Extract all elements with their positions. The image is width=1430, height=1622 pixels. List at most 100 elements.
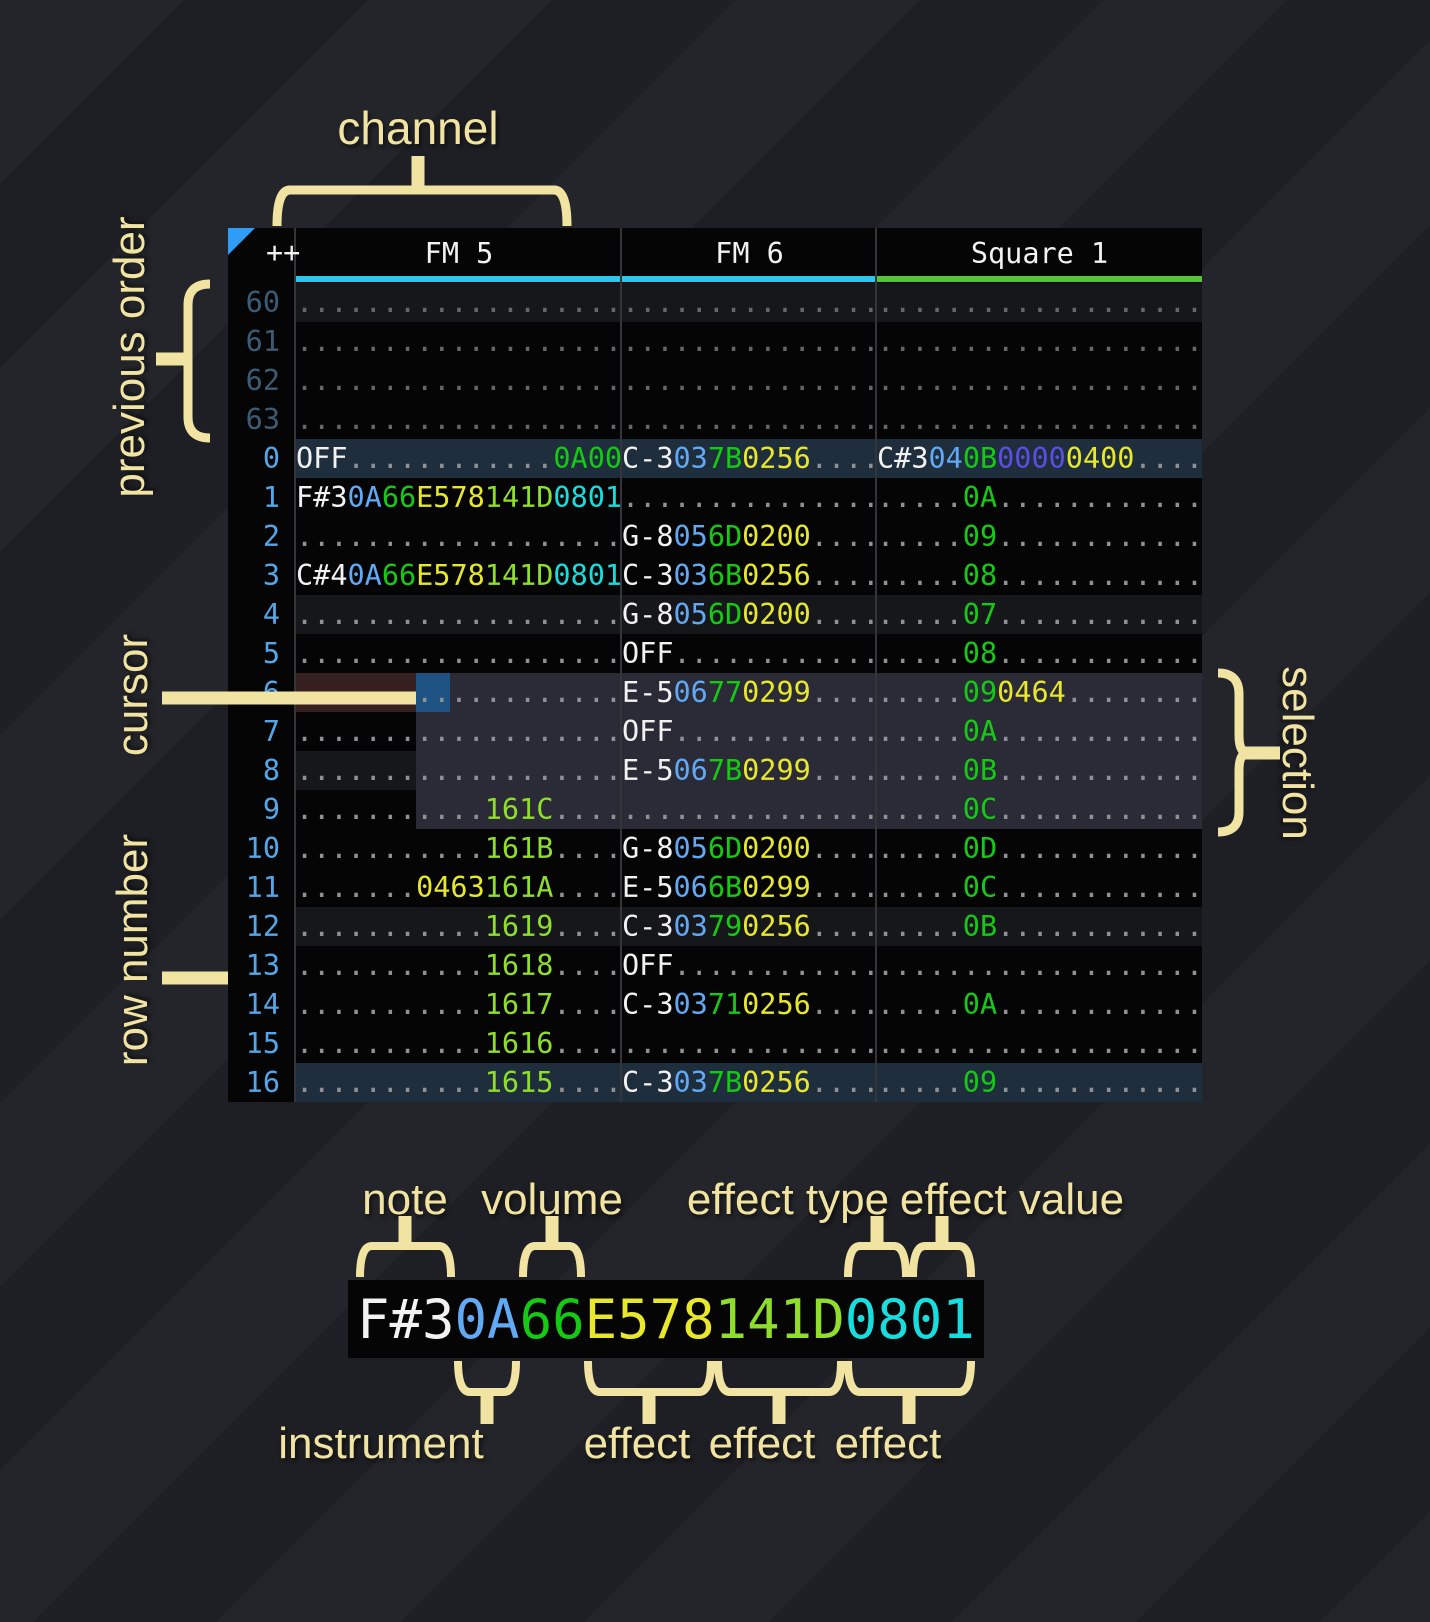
pattern-cell-fm5[interactable]: ...........1618.... xyxy=(296,946,622,985)
pattern-cell-fm5[interactable]: ................... xyxy=(296,634,622,673)
pattern-cell-fm6[interactable]: C-3037B0256.... xyxy=(622,439,879,478)
pattern-cell-fm5[interactable]: ...........1619.... xyxy=(296,907,622,946)
pattern-cell-fm5[interactable]: C#40A66E578141D0801 xyxy=(296,556,622,595)
pattern-cell-sq1[interactable]: .....0A............ xyxy=(877,712,1203,751)
pattern-row[interactable]: 3 C#40A66E578141D0801 C-3036B0256.........… xyxy=(228,556,1203,595)
pattern-cell-fm5[interactable]: ................... xyxy=(296,595,622,634)
pattern-cell-sq1[interactable]: ................... xyxy=(877,283,1203,322)
pattern-row[interactable]: 8................... E-5067B0299.........… xyxy=(228,751,1203,790)
pattern-cell-fm6[interactable]: ............... xyxy=(622,400,879,439)
pattern-cell-fm5[interactable]: ................... xyxy=(296,400,622,439)
pattern-cell-sq1[interactable]: .....0B............ xyxy=(877,751,1203,790)
pattern-row[interactable]: 5................... OFF.................… xyxy=(228,634,1203,673)
pattern-cursor[interactable] xyxy=(416,673,450,712)
empty-field: ................... xyxy=(296,403,623,436)
pattern-cell-sq1[interactable]: .....08............ xyxy=(877,634,1203,673)
pattern-cell-fm6[interactable]: C-3037B0256.... xyxy=(622,1063,879,1102)
pattern-cell-sq1[interactable]: .....09............ xyxy=(877,517,1203,556)
pattern-cell-sq1[interactable]: .....0C............ xyxy=(877,790,1203,829)
pattern-row[interactable]: 12 ...........1619.... C-303790256........… xyxy=(228,907,1203,946)
pattern-cell-fm5[interactable]: ...........161C.... xyxy=(296,790,622,829)
pattern-cell-sq1[interactable]: .....0A............ xyxy=(877,478,1203,517)
pattern-row[interactable]: 16 ...........1615.... C-3037B0256........… xyxy=(228,1063,1203,1102)
pattern-row[interactable]: 4................... G-8056D0200.........… xyxy=(228,595,1203,634)
pattern-cell-fm6[interactable]: C-303710256.... xyxy=(622,985,879,1024)
pattern-row[interactable]: 2................... G-8056D0200.........… xyxy=(228,517,1203,556)
pattern-cell-fm5[interactable]: .......0463161A.... xyxy=(296,868,622,907)
pattern-cell-sq1[interactable]: ................... xyxy=(877,361,1203,400)
pattern-field: 0A xyxy=(347,481,382,514)
pattern-cell-sq1[interactable]: .....09............ xyxy=(877,1063,1203,1102)
pattern-cell-fm5[interactable]: ................... xyxy=(296,673,622,712)
pattern-cell-fm5[interactable]: ................... xyxy=(296,712,622,751)
pattern-row[interactable]: 11 .......0463161A.... E-5066B0299........… xyxy=(228,868,1203,907)
pattern-cell-sq1[interactable]: .....08............ xyxy=(877,556,1203,595)
pattern-cell-fm6[interactable]: ............... xyxy=(622,478,879,517)
pattern-cell-fm5[interactable]: OFF............0A00 xyxy=(296,439,622,478)
pattern-cell-fm6[interactable]: E-506770299.... xyxy=(622,673,879,712)
pattern-row[interactable]: 10 ...........161B.... G-8056D0200........… xyxy=(228,829,1203,868)
row-number: 7 xyxy=(262,715,280,748)
pattern-cell-sq1[interactable]: ................... xyxy=(877,322,1203,361)
pattern-cell-fm5[interactable]: ................... xyxy=(296,283,622,322)
pattern-cell-fm6[interactable]: G-8056D0200.... xyxy=(622,829,879,868)
pattern-cell-fm5[interactable]: ................... xyxy=(296,517,622,556)
pattern-cell-fm5[interactable]: ...........1617.... xyxy=(296,985,622,1024)
pattern-cell-sq1[interactable]: .....090464........ xyxy=(877,673,1203,712)
pattern-row[interactable]: 0 OFF............0A00 C-3037B0256.... C#304… xyxy=(228,439,1203,478)
pattern-cell-sq1[interactable]: ................... xyxy=(877,400,1203,439)
pattern-row[interactable]: 14 ...........1617.... C-303710256........… xyxy=(228,985,1203,1024)
pattern-row[interactable]: 15 ...........1616.......................… xyxy=(228,1024,1203,1063)
pattern-cell-sq1[interactable]: .....0B............ xyxy=(877,907,1203,946)
pattern-field: 0A xyxy=(347,559,382,592)
empty-field: ............... xyxy=(622,325,880,358)
pattern-row[interactable]: 60......................................… xyxy=(228,283,1203,322)
pattern-row[interactable]: 63......................................… xyxy=(228,400,1203,439)
pattern-cell-fm6[interactable]: C-303790256.... xyxy=(622,907,879,946)
pattern-row[interactable]: 7................... OFF.................… xyxy=(228,712,1203,751)
pattern-cell-fm6[interactable]: ............... xyxy=(622,1024,879,1063)
channel-header-fm6[interactable]: FM 6 xyxy=(715,237,784,270)
pattern-cell-fm6[interactable]: E-5066B0299.... xyxy=(622,868,879,907)
empty-field: ................... xyxy=(296,637,623,670)
pattern-cell-fm6[interactable]: OFF............ xyxy=(622,634,879,673)
pattern-row[interactable]: 6................... E-506770299.........… xyxy=(228,673,1203,712)
pattern-row[interactable]: 9 ...........161C........................… xyxy=(228,790,1203,829)
pattern-cell-fm5[interactable]: ................... xyxy=(296,361,622,400)
empty-field: ............ xyxy=(673,715,880,748)
pattern-cell-fm6[interactable]: E-5067B0299.... xyxy=(622,751,879,790)
pattern-row[interactable]: 1 F#30A66E578141D0801....................… xyxy=(228,478,1203,517)
pattern-cell-sq1[interactable]: ................... xyxy=(877,946,1203,985)
pattern-cell-fm6[interactable]: ............... xyxy=(622,361,879,400)
pattern-row[interactable]: 62......................................… xyxy=(228,361,1203,400)
pattern-cell-sq1[interactable]: .....0A............ xyxy=(877,985,1203,1024)
pattern-cell-fm5[interactable]: ...........1616.... xyxy=(296,1024,622,1063)
pattern-cell-fm5[interactable]: F#30A66E578141D0801 xyxy=(296,478,622,517)
pattern-cell-sq1[interactable]: .....07............ xyxy=(877,595,1203,634)
pattern-cell-fm5[interactable]: ................... xyxy=(296,322,622,361)
pattern-row[interactable]: 13 ...........1618.... OFF................… xyxy=(228,946,1203,985)
channel-header-square1[interactable]: Square 1 xyxy=(970,237,1109,270)
pattern-cell-fm6[interactable]: OFF............ xyxy=(622,712,879,751)
expand-rows-button[interactable]: ++ xyxy=(266,236,301,269)
pattern-editor[interactable]: ++ FM 5 FM 6 Square 1 60................… xyxy=(228,228,1203,1102)
pattern-cell-fm6[interactable]: G-8056D0200.... xyxy=(622,517,879,556)
pattern-cell-fm6[interactable]: G-8056D0200.... xyxy=(622,595,879,634)
pattern-cell-sq1[interactable]: C#3040B00000400.... xyxy=(877,439,1203,478)
pattern-cell-fm5[interactable]: ...........161B.... xyxy=(296,829,622,868)
pattern-field: 66 xyxy=(519,1288,585,1351)
pattern-cell-sq1[interactable]: .....0C............ xyxy=(877,868,1203,907)
empty-field: ..... xyxy=(877,988,963,1021)
pattern-cell-sq1[interactable]: .....0D............ xyxy=(877,829,1203,868)
pattern-cell-fm5[interactable]: ...........1615.... xyxy=(296,1063,622,1102)
pattern-cell-fm6[interactable]: ............... xyxy=(622,283,879,322)
pattern-row[interactable]: 61......................................… xyxy=(228,322,1203,361)
pattern-cell-fm5[interactable]: ................... xyxy=(296,751,622,790)
pattern-cell-fm6[interactable]: OFF............ xyxy=(622,946,879,985)
pattern-cell-fm6[interactable]: ............... xyxy=(622,322,879,361)
pattern-cell-fm6[interactable]: C-3036B0256.... xyxy=(622,556,879,595)
pattern-cell-sq1[interactable]: ................... xyxy=(877,1024,1203,1063)
pattern-cell-fm6[interactable]: ............... xyxy=(622,790,879,829)
channel-header-fm5[interactable]: FM 5 xyxy=(424,237,494,270)
